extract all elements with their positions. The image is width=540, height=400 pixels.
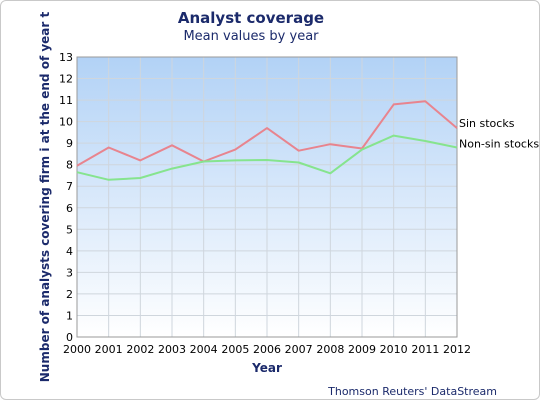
y-tick-label: 9	[66, 137, 73, 150]
x-tick-labels: 2000 2001 2002 2003 2004 2005 2006 2007 2008 2009…	[63, 343, 471, 356]
x-tick-label: 2008	[316, 343, 344, 356]
plot-border	[76, 56, 458, 338]
y-tick-label: 6	[66, 202, 73, 215]
series-labels: Sin stocks Non-sin stocks	[459, 117, 539, 150]
x-tick-label: 2012	[443, 343, 471, 356]
x-tick-label: 2002	[126, 343, 154, 356]
x-tick-label: 2003	[158, 343, 186, 356]
x-tick-label: 2004	[190, 343, 218, 356]
y-tick-label: 4	[66, 245, 73, 258]
y-tick-label: 1	[66, 309, 73, 322]
x-tick-label: 2001	[95, 343, 123, 356]
x-tick-label: 2007	[285, 343, 313, 356]
series-line-non-sin-stocks	[76, 134, 458, 181]
x-tick-label: 2011	[411, 343, 439, 356]
y-tick-label: 5	[66, 223, 73, 236]
chart-title: Analyst coverage	[178, 9, 324, 27]
y-tick-label: 2	[66, 288, 73, 301]
y-axis-title: Number of analysts covering firm i at th…	[38, 12, 52, 383]
x-tick-label: 2009	[348, 343, 376, 356]
x-tick-label: 2005	[221, 343, 249, 356]
y-tick-label: 11	[59, 94, 73, 107]
y-tick-label: 3	[66, 266, 73, 279]
chart-subtitle: Mean values by year	[183, 29, 319, 44]
x-tick-label: 2006	[253, 343, 281, 356]
x-axis-title: Year	[251, 361, 282, 375]
y-tick-label: 12	[59, 73, 73, 86]
y-tick-label: 7	[66, 180, 73, 193]
series-label: Non-sin stocks	[459, 137, 539, 150]
y-tick-label: 8	[66, 159, 73, 172]
y-tick-label: 13	[59, 51, 73, 64]
series-lines	[76, 100, 458, 181]
source-credit: Thomson Reuters' DataStream	[327, 385, 497, 398]
y-tick-label: 0	[66, 331, 73, 344]
x-tick-label: 2010	[380, 343, 408, 356]
y-tick-label: 10	[59, 116, 73, 129]
x-tick-label: 2000	[63, 343, 91, 356]
series-label: Sin stocks	[459, 117, 515, 130]
series-line-sin-stocks	[76, 100, 458, 167]
